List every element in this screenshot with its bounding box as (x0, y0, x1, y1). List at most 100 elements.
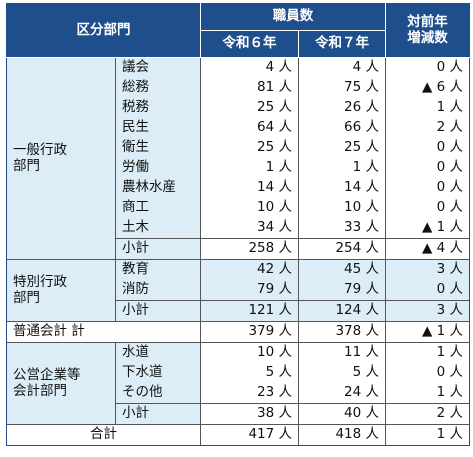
group-label-line: 一般行政 (13, 141, 67, 158)
r7-value: 1 人 (298, 158, 386, 178)
r6-value: 417 人 (200, 424, 299, 446)
diff-value: ▲ 4 人 (385, 238, 470, 260)
r7-value: 40 人 (298, 403, 386, 425)
table-row: 小計 258 人 254 人 ▲ 4 人 (7, 238, 470, 260)
r7-value: 66 人 (298, 118, 386, 138)
r7-value: 124 人 (298, 300, 386, 322)
diff-value: 0 人 (385, 138, 470, 158)
r6-value: 5 人 (200, 363, 299, 383)
r7-value: 33 人 (298, 218, 386, 239)
item-label: その他 (115, 383, 201, 404)
r6-value: 258 人 (200, 238, 299, 260)
diff-value: 2 人 (385, 118, 470, 138)
diff-value: ▲ 1 人 (385, 321, 470, 343)
item-label: 農林水産 (115, 178, 201, 198)
table-row: 土木 34 人 33 人 ▲ 1 人 (7, 218, 470, 239)
diff-value: 1 人 (385, 98, 470, 118)
r6-value: 81 人 (200, 78, 299, 98)
group-label-line: 特別行政 (13, 273, 67, 290)
group-label-line: 公営企業等 (13, 366, 81, 383)
diff-value: 0 人 (385, 280, 470, 301)
header-r6: 令和６年 (200, 30, 299, 58)
r6-value: 42 人 (200, 259, 299, 280)
group-label: 一般行政 部門 (6, 57, 116, 260)
r7-value: 79 人 (298, 280, 386, 301)
r6-value: 23 人 (200, 383, 299, 404)
header-diff: 対前年 増減数 (385, 3, 470, 58)
header-division: 区分部門 (6, 3, 201, 58)
r7-value: 4 人 (298, 57, 386, 78)
item-label: 税務 (115, 98, 201, 118)
group-label-line: 会計部門 (13, 382, 67, 399)
subtotal-label: 小計 (115, 403, 201, 425)
diff-value: 2 人 (385, 403, 470, 425)
item-label: 議会 (115, 57, 201, 78)
group-label-line: 部門 (13, 157, 40, 174)
diff-value: 0 人 (385, 178, 470, 198)
diff-value: ▲ 1 人 (385, 218, 470, 239)
r6-value: 10 人 (200, 342, 299, 363)
r7-value: 378 人 (298, 321, 386, 343)
item-label: 総務 (115, 78, 201, 98)
item-label: 民生 (115, 118, 201, 138)
diff-value: 1 人 (385, 424, 470, 446)
diff-value: ▲ 6 人 (385, 78, 470, 98)
r7-value: 25 人 (298, 138, 386, 158)
item-label: 商工 (115, 198, 201, 218)
table-header: 区分部門 職員数 対前年 増減数 令和６年 令和７年 (6, 3, 470, 58)
r6-value: 14 人 (200, 178, 299, 198)
r6-value: 25 人 (200, 138, 299, 158)
r6-value: 79 人 (200, 280, 299, 301)
r7-value: 418 人 (298, 424, 386, 446)
item-label: 教育 (115, 259, 201, 280)
diff-value: 3 人 (385, 300, 470, 322)
r7-value: 11 人 (298, 342, 386, 363)
r7-value: 10 人 (298, 198, 386, 218)
r6-value: 121 人 (200, 300, 299, 322)
r6-value: 4 人 (200, 57, 299, 78)
diff-value: 3 人 (385, 259, 470, 280)
r6-value: 38 人 (200, 403, 299, 425)
r7-value: 5 人 (298, 363, 386, 383)
r6-value: 34 人 (200, 218, 299, 239)
item-label: 土木 (115, 218, 201, 239)
diff-value: 1 人 (385, 342, 470, 363)
total-label: 普通会計 計 (6, 321, 201, 343)
item-label: 労働 (115, 158, 201, 178)
header-diff-line: 対前年 (407, 13, 448, 30)
r7-value: 24 人 (298, 383, 386, 404)
group-label-line: 部門 (13, 289, 40, 306)
r6-value: 1 人 (200, 158, 299, 178)
r6-value: 10 人 (200, 198, 299, 218)
subtotal-label: 小計 (115, 300, 201, 322)
subtotal-label: 小計 (115, 238, 201, 260)
table-row: 普通会計 計 379 人 378 人 ▲ 1 人 (6, 321, 470, 343)
r6-value: 64 人 (200, 118, 299, 138)
diff-value: 1 人 (385, 383, 470, 404)
r7-value: 254 人 (298, 238, 386, 260)
r7-value: 45 人 (298, 259, 386, 280)
header-r7: 令和７年 (298, 30, 386, 58)
header-staff: 職員数 (200, 3, 386, 31)
header-diff-line: 増減数 (407, 29, 448, 46)
item-label: 消防 (115, 280, 201, 301)
item-label: 水道 (115, 342, 201, 363)
table-row: 総務 81 人 75 人 ▲ 6 人 (7, 78, 470, 98)
r7-value: 26 人 (298, 98, 386, 118)
